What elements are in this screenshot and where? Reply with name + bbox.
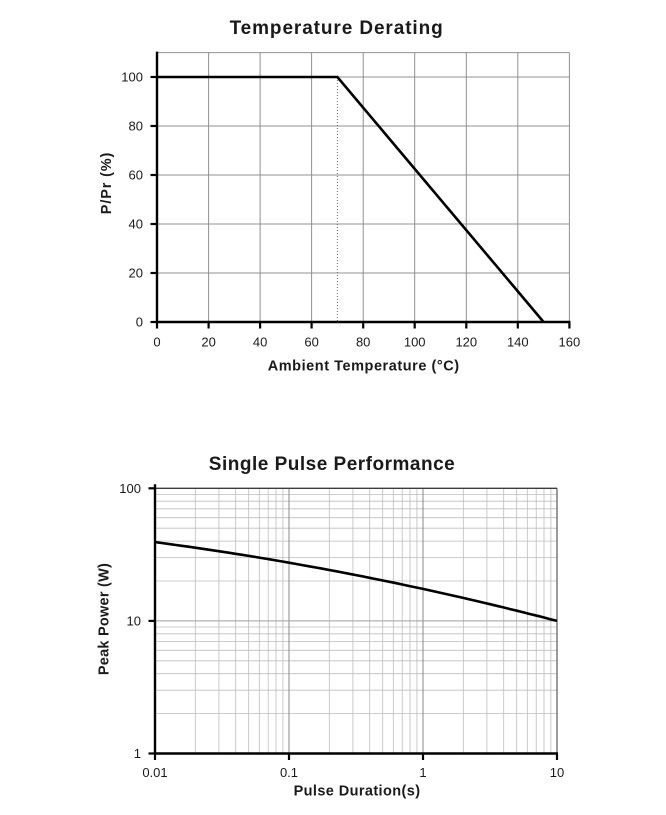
- svg-text:60: 60: [304, 335, 318, 350]
- svg-text:140: 140: [507, 335, 529, 350]
- svg-text:40: 40: [253, 335, 267, 350]
- svg-text:0: 0: [136, 315, 143, 330]
- svg-text:0.1: 0.1: [280, 765, 298, 780]
- svg-text:80: 80: [129, 119, 143, 134]
- svg-text:Temperature Derating: Temperature Derating: [230, 18, 444, 39]
- svg-text:Single Pulse Performance: Single Pulse Performance: [209, 454, 455, 475]
- svg-text:Ambient Temperature (°C): Ambient Temperature (°C): [268, 359, 460, 375]
- svg-text:40: 40: [129, 217, 143, 232]
- svg-text:1: 1: [419, 765, 426, 780]
- svg-text:0: 0: [153, 335, 160, 350]
- svg-text:10: 10: [127, 613, 141, 628]
- svg-text:80: 80: [356, 335, 370, 350]
- svg-text:Peak Power (W): Peak Power (W): [97, 563, 113, 675]
- svg-text:160: 160: [559, 335, 581, 350]
- svg-text:0.01: 0.01: [142, 765, 167, 780]
- svg-text:P/Pr (%): P/Pr (%): [99, 152, 115, 214]
- svg-text:120: 120: [455, 335, 477, 350]
- svg-text:100: 100: [121, 70, 143, 85]
- svg-text:60: 60: [129, 168, 143, 183]
- svg-text:100: 100: [119, 481, 141, 496]
- svg-text:10: 10: [550, 765, 564, 780]
- svg-text:100: 100: [404, 335, 426, 350]
- svg-text:1: 1: [134, 746, 141, 761]
- svg-text:20: 20: [129, 266, 143, 281]
- svg-text:Pulse Duration(s): Pulse Duration(s): [294, 784, 421, 800]
- svg-text:20: 20: [201, 335, 215, 350]
